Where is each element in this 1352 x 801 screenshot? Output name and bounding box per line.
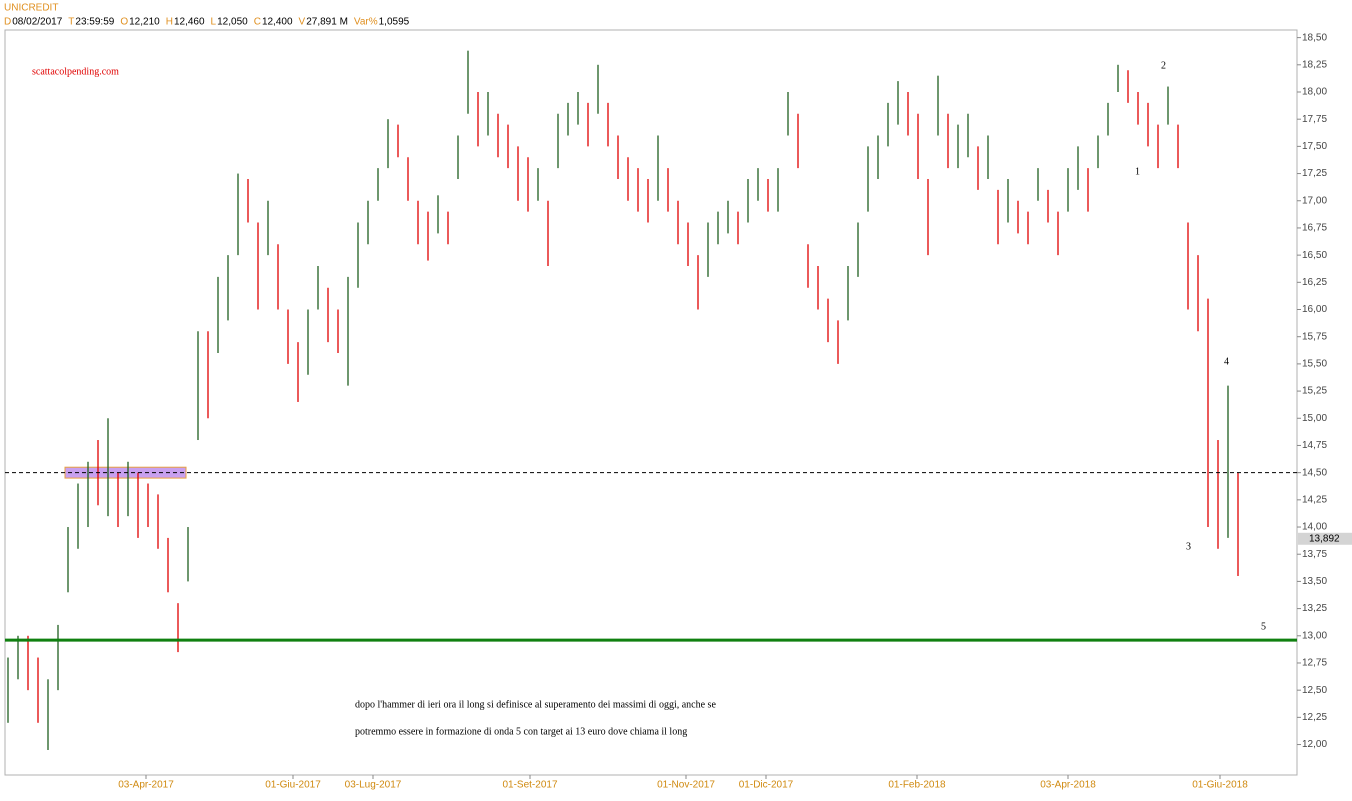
y-tick-label: 12,25 [1302, 712, 1327, 723]
y-tick-label: 16,50 [1302, 250, 1327, 261]
note-line: potremmo essere in formazione di onda 5 … [355, 726, 687, 737]
x-tick-label: 03-Lug-2017 [345, 780, 402, 791]
price-tag-label: 13,892 [1309, 533, 1340, 544]
wave-label: 2 [1161, 60, 1166, 71]
y-tick-label: 18,00 [1302, 87, 1327, 98]
price-tag [1298, 532, 1352, 545]
x-tick-label: 01-Dic-2017 [739, 780, 794, 791]
y-tick-label: 13,00 [1302, 630, 1327, 641]
y-tick-label: 13,25 [1302, 603, 1327, 614]
header-key: D [4, 17, 11, 28]
y-tick-label: 15,75 [1302, 331, 1327, 342]
y-tick-label: 12,00 [1302, 739, 1327, 750]
wave-label: 4 [1224, 356, 1229, 367]
y-tick-label: 14,00 [1302, 522, 1327, 533]
y-tick-label: 12,75 [1302, 658, 1327, 669]
header-value: 27,891 M [306, 17, 348, 28]
x-tick-label: 01-Nov-2017 [657, 780, 715, 791]
header-value: 1,0595 [379, 17, 410, 28]
y-tick-label: 18,50 [1302, 32, 1327, 43]
y-tick-label: 12,50 [1302, 685, 1327, 696]
y-tick-label: 16,75 [1302, 223, 1327, 234]
y-tick-label: 14,75 [1302, 440, 1327, 451]
header-key: V [299, 17, 306, 28]
y-tick-label: 16,00 [1302, 304, 1327, 315]
y-tick-label: 18,25 [1302, 59, 1327, 70]
header-value: 12,210 [129, 17, 160, 28]
y-tick-label: 17,50 [1302, 141, 1327, 152]
header-key: L [211, 17, 217, 28]
y-tick-label: 15,00 [1302, 413, 1327, 424]
header-value: 12,460 [174, 17, 205, 28]
header-value: 08/02/2017 [12, 17, 62, 28]
wave-label: 5 [1261, 621, 1266, 632]
wave-label: 1 [1135, 166, 1140, 177]
plot-area [4, 29, 1298, 776]
x-tick-label: 01-Feb-2018 [888, 780, 946, 791]
y-tick-label: 15,25 [1302, 386, 1327, 397]
x-tick-label: 01-Giu-2017 [265, 780, 321, 791]
header-key: H [166, 17, 173, 28]
y-tick-label: 14,50 [1302, 467, 1327, 478]
header-key: O [120, 17, 128, 28]
y-tick-label: 17,00 [1302, 195, 1327, 206]
header-key: T [68, 17, 74, 28]
header-key: Var% [354, 17, 378, 28]
note-line: dopo l'hammer di ieri ora il long si def… [355, 699, 716, 710]
y-tick-label: 13,50 [1302, 576, 1327, 587]
y-tick-label: 14,25 [1302, 494, 1327, 505]
y-tick-label: 15,50 [1302, 359, 1327, 370]
header-key: C [254, 17, 261, 28]
watermark: scattacolpending.com [32, 66, 119, 77]
x-tick-label: 03-Apr-2018 [1040, 780, 1096, 791]
y-tick-label: 16,25 [1302, 277, 1327, 288]
header-value: 23:59:59 [75, 17, 114, 28]
header-value: 12,400 [262, 17, 293, 28]
header-value: 12,050 [217, 17, 248, 28]
chart-title: UNICREDIT [4, 3, 58, 14]
x-tick-label: 03-Apr-2017 [118, 780, 174, 791]
y-tick-label: 17,25 [1302, 168, 1327, 179]
wave-label: 3 [1186, 541, 1191, 552]
x-tick-label: 01-Set-2017 [502, 780, 557, 791]
y-tick-label: 17,75 [1302, 114, 1327, 125]
y-tick-label: 13,75 [1302, 549, 1327, 560]
x-tick-label: 01-Giu-2018 [1192, 780, 1248, 791]
